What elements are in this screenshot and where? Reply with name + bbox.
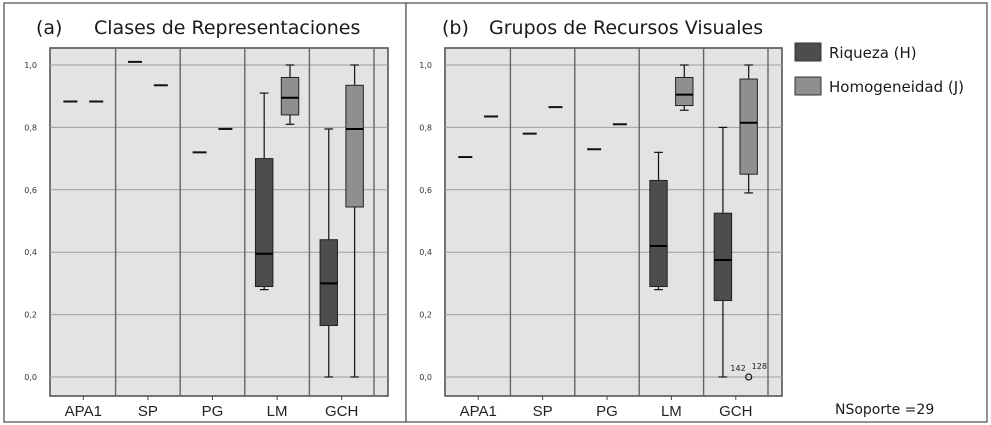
y-tick-label: 0,4 (24, 248, 37, 257)
x-tick-label: LM (267, 403, 288, 420)
panel-a-title: Clases de Representaciones (94, 17, 360, 39)
outlier-label: 142 (730, 364, 745, 373)
y-tick-label: 0,6 (419, 186, 432, 195)
panel-b-plot: 0,0 0,2 0,4 0,6 0,8 1,0 APA1 SP PG LM GCH 142 128 (419, 47, 783, 420)
x-tick-label: SP (138, 403, 158, 420)
box (254, 158, 274, 288)
legend-swatch-homogeneidad (794, 76, 822, 96)
x-tick-label: APA1 (65, 403, 102, 420)
x-tick-label: LM (661, 403, 682, 420)
y-tick-label: 0,2 (419, 311, 432, 320)
panel-b-title: Grupos de Recursos Visuales (489, 17, 763, 39)
x-tick-label: PG (202, 403, 224, 420)
legend-label-homogeneidad: Homogeneidad (J) (829, 78, 964, 96)
outlier-label: 128 (752, 362, 767, 371)
x-tick-label: PG (596, 403, 618, 420)
y-tick-label: 0,8 (419, 123, 432, 132)
outlier-point (745, 373, 753, 381)
legend: Riqueza (H) Homogeneidad (J) (794, 42, 964, 96)
panel-a-label: (a) (36, 17, 62, 39)
y-tick-label: 1,0 (24, 61, 37, 70)
box (675, 76, 694, 107)
box (713, 212, 733, 302)
panel-b-label: (b) (442, 17, 469, 39)
x-tick-label: SP (533, 403, 553, 420)
box (649, 179, 668, 288)
y-tick-label: 0,2 (24, 311, 37, 320)
x-tick-label: GCH (325, 403, 358, 420)
box (739, 78, 758, 175)
y-tick-label: 0,8 (24, 123, 37, 132)
y-tick-label: 0,6 (24, 186, 37, 195)
y-tick-label: 0,0 (24, 373, 37, 382)
box (280, 76, 300, 116)
y-tick-label: 1,0 (419, 61, 432, 70)
x-tick-label: GCH (719, 403, 752, 420)
panel-a-plot: 0,0 0,2 0,4 0,6 0,8 1,0 APA1 SP PG LM GCH (24, 47, 389, 420)
legend-label-riqueza: Riqueza (H) (829, 44, 917, 62)
legend-swatch-riqueza (794, 42, 822, 62)
sample-size-note: NSoporte =29 (835, 402, 934, 418)
x-tick-label: APA1 (460, 403, 497, 420)
plot-area (49, 47, 389, 397)
y-tick-label: 0,4 (419, 248, 432, 257)
y-tick-label: 0,0 (419, 373, 432, 382)
box (345, 84, 364, 208)
